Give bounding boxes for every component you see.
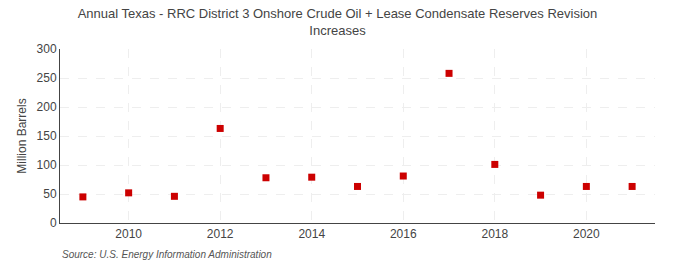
svg-text:Source: U.S. Energy Informatio: Source: U.S. Energy Information Administ…: [62, 249, 272, 260]
svg-text:2010: 2010: [115, 227, 142, 241]
svg-text:250: 250: [37, 71, 57, 85]
svg-text:150: 150: [37, 129, 57, 143]
svg-text:2016: 2016: [390, 227, 417, 241]
svg-text:Annual Texas - RRC District 3: Annual Texas - RRC District 3 Onshore Cr…: [78, 6, 598, 38]
svg-text:2014: 2014: [298, 227, 325, 241]
svg-text:2018: 2018: [481, 227, 508, 241]
svg-text:200: 200: [37, 100, 57, 114]
svg-text:2020: 2020: [573, 227, 600, 241]
svg-text:300: 300: [37, 42, 57, 56]
svg-text:0: 0: [50, 216, 57, 230]
svg-text:2012: 2012: [207, 227, 234, 241]
svg-text:50: 50: [43, 187, 57, 201]
svg-text:100: 100: [37, 158, 57, 172]
svg-text:Million Barrels: Million Barrels: [15, 98, 29, 173]
